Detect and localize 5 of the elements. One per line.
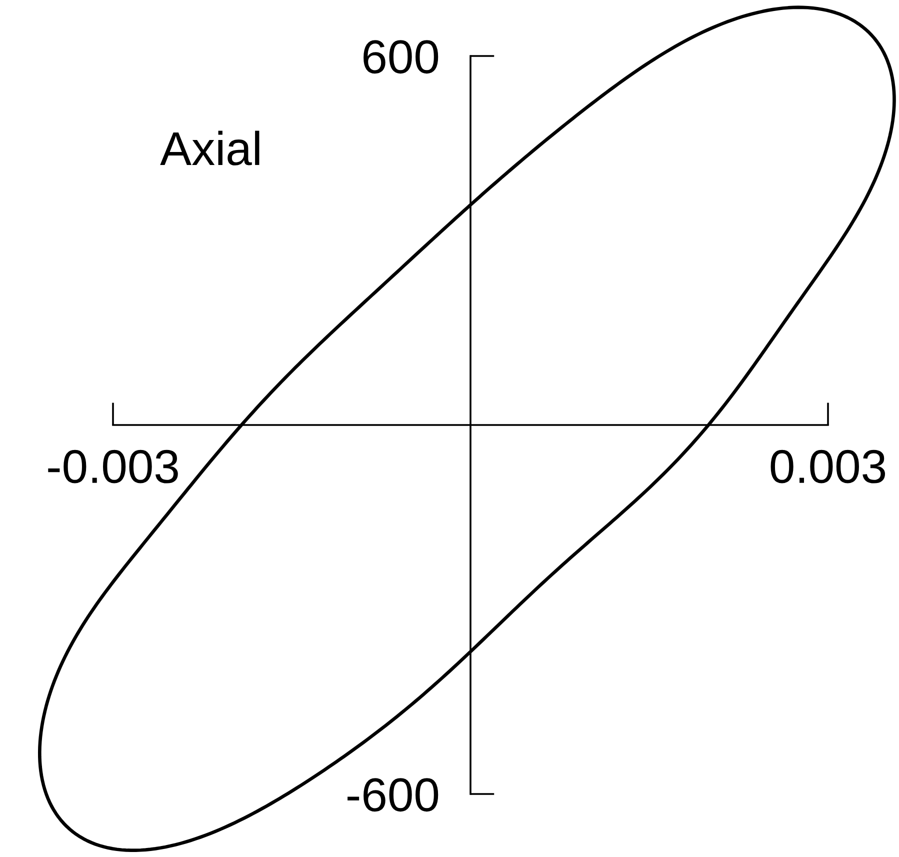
annotation: Axial: [160, 130, 260, 166]
x-tick-label: -0.003: [48, 450, 178, 484]
x-tick-label: 0.003: [770, 450, 886, 484]
y-tick-label: 600: [364, 40, 438, 74]
y-tick-label: -600: [348, 778, 438, 812]
